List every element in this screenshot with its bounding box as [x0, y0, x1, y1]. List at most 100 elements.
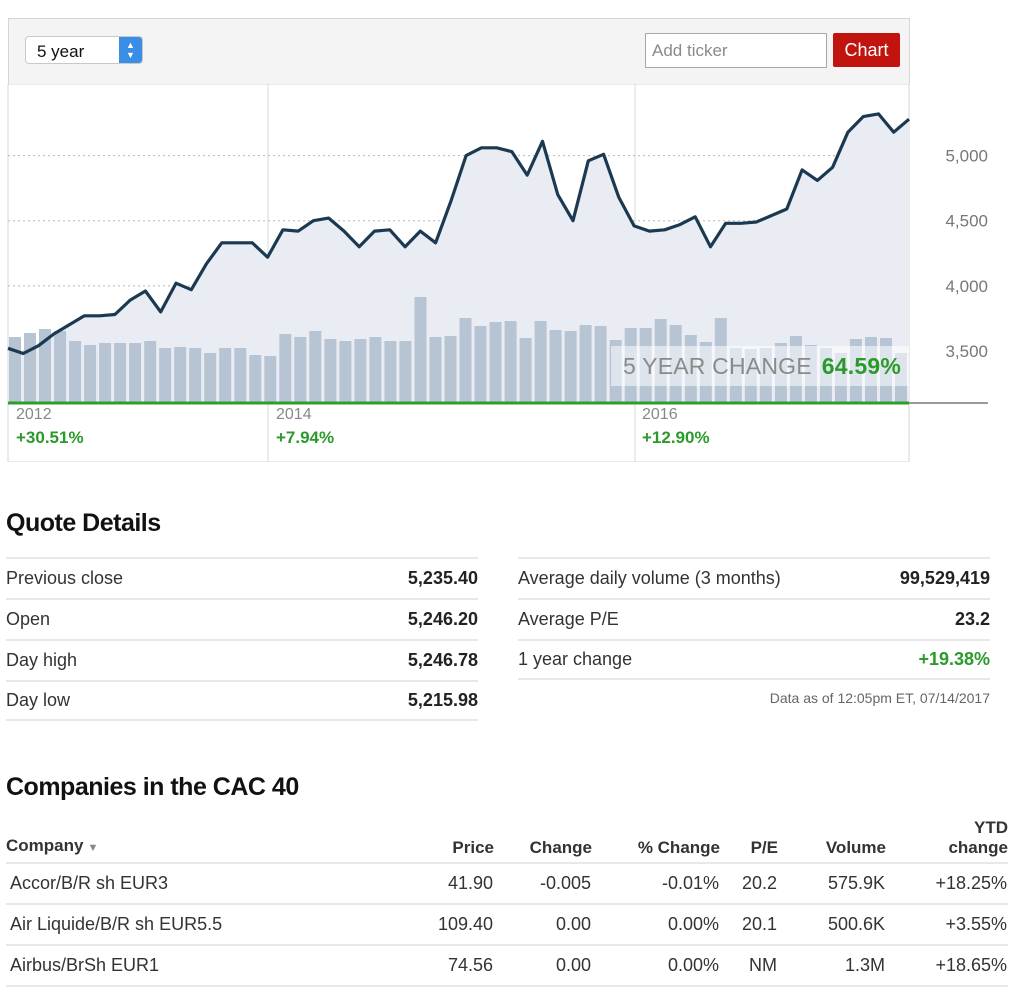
column-header-ytd-change[interactable]: YTD change	[886, 818, 1008, 864]
quote-value: 5,215.98	[407, 690, 478, 710]
column-header-pct-change[interactable]: % Change	[592, 818, 720, 864]
y-tick-label: 5,000	[945, 147, 988, 166]
quote-row-day-low: Day low 5,215.98	[6, 680, 478, 721]
period-2016: 2016 +12.90%	[642, 406, 710, 448]
companies-title: Companies in the CAC 40	[6, 773, 299, 801]
five-year-change-label: 5 YEAR CHANGE	[622, 353, 812, 379]
volume-bar	[129, 343, 142, 403]
quote-row-1yr-change: 1 year change +19.38%	[518, 639, 990, 680]
volume-cell: 1.3M	[778, 945, 886, 987]
quote-details-left: Previous close 5,235.40 Open 5,246.20 Day …	[6, 557, 478, 721]
volume-bar	[144, 341, 157, 403]
volume-bar	[99, 343, 112, 403]
y-tick-label: 4,000	[945, 277, 988, 296]
quote-row-previous-close: Previous close 5,235.40	[6, 557, 478, 598]
period-2014: 2014 +7.94%	[276, 406, 334, 448]
companies-table: Company ▼ Price Change % Change P/E Volum…	[6, 818, 1008, 987]
volume-bar	[594, 326, 607, 403]
quote-value: 5,246.20	[407, 609, 478, 629]
volume-bar	[459, 318, 472, 403]
volume-bar	[354, 339, 367, 403]
period-change-value: +7.94%	[276, 428, 335, 447]
volume-bar	[189, 348, 202, 403]
quote-row-open: Open 5,246.20	[6, 598, 478, 639]
column-header-volume[interactable]: Volume	[778, 818, 886, 864]
table-row[interactable]: Airbus/BrSh EUR1 74.56 0.00 0.00% NM 1.3…	[6, 945, 1008, 987]
volume-bar	[264, 356, 277, 403]
volume-bar	[369, 337, 382, 403]
volume-bar	[219, 348, 232, 403]
volume-bar	[234, 348, 247, 403]
quote-details-title: Quote Details	[6, 509, 161, 537]
price-area	[8, 113, 909, 404]
quote-label: Previous close	[6, 568, 124, 588]
volume-bar	[114, 343, 127, 403]
quote-value: 5,235.40	[407, 568, 478, 588]
period-change-value: +12.90%	[642, 428, 710, 447]
volume-bar	[534, 321, 547, 403]
period-year-label: 2012	[16, 406, 52, 423]
quote-value: 5,246.78	[407, 650, 478, 670]
change-cell: 0.00	[494, 904, 592, 946]
volume-bar	[324, 339, 337, 403]
volume-bar	[579, 325, 592, 403]
volume-bar	[24, 333, 36, 403]
price-cell: 74.56	[336, 945, 494, 987]
table-row[interactable]: Air Liquide/B/R sh EUR5.5 109.40 0.00 0.…	[6, 904, 1008, 946]
volume-bar	[564, 331, 577, 403]
volume-bar	[69, 341, 82, 403]
quote-value: 23.2	[954, 609, 990, 629]
chart-toolbar: 5 year ▲▼ Chart	[8, 18, 910, 84]
five-year-change-box: 5 YEAR CHANGE 64.59%	[611, 346, 909, 386]
pe-cell: 20.1	[720, 904, 778, 946]
pe-cell: NM	[720, 945, 778, 987]
chart-widget: 5 year ▲▼ Chart 5,000 4,500 4,000 3,500 5 Y…	[0, 0, 1024, 462]
period-change-value: +30.51%	[16, 428, 84, 447]
range-select[interactable]: 5 year ▲ ▼	[25, 36, 143, 64]
volume-bar	[39, 329, 51, 403]
data-as-of: Data as of 12:05pm ET, 07/14/2017	[769, 690, 990, 706]
company-name-link[interactable]: Air Liquide/B/R sh EUR5.5	[6, 904, 336, 946]
column-header-pe[interactable]: P/E	[720, 818, 778, 864]
company-name-link[interactable]: Airbus/BrSh EUR1	[6, 945, 336, 987]
table-row[interactable]: Accor/B/R sh EUR3 41.90 -0.005 -0.01% 20…	[6, 863, 1008, 905]
column-header-company[interactable]: Company ▼	[6, 818, 336, 864]
table-header-row: Company ▼ Price Change % Change P/E Volum…	[6, 818, 1008, 864]
period-year-label: 2014	[276, 406, 312, 423]
volume-bar	[519, 338, 532, 403]
price-cell: 41.90	[336, 863, 494, 905]
volume-bar	[249, 355, 262, 403]
company-name-link[interactable]: Accor/B/R sh EUR3	[6, 863, 336, 905]
ytd-change-cell: +18.25%	[886, 863, 1008, 905]
volume-bar	[384, 341, 397, 403]
quote-label: 1 year change	[518, 649, 633, 669]
volume-bar	[444, 336, 457, 403]
period-2012: 2012 +30.51%	[16, 406, 84, 448]
ytd-change-cell: +3.55%	[886, 904, 1008, 946]
volume-bar	[54, 331, 67, 403]
quote-label: Average daily volume (3 months)	[518, 568, 781, 588]
column-header-price[interactable]: Price	[336, 818, 494, 864]
volume-bar	[489, 322, 502, 403]
quote-label: Day low	[6, 690, 71, 710]
quote-label: Average P/E	[518, 609, 619, 629]
volume-bar	[474, 326, 487, 403]
pct-change-cell: 0.00%	[592, 904, 720, 946]
volume-bar	[309, 331, 322, 403]
price-chart[interactable]: 5,000 4,500 4,000 3,500	[0, 84, 1024, 462]
add-ticker-input[interactable]	[645, 33, 827, 68]
column-header-change[interactable]: Change	[494, 818, 592, 864]
volume-bar	[174, 347, 187, 403]
range-select-value: 5 year	[37, 42, 85, 61]
change-cell: -0.005	[494, 863, 592, 905]
quote-row-avg-pe: Average P/E 23.2	[518, 598, 990, 639]
volume-cell: 575.9K	[778, 863, 886, 905]
sort-down-icon[interactable]: ▼	[87, 842, 99, 854]
volume-bar	[159, 348, 172, 403]
quote-label: Open	[6, 609, 51, 629]
quote-row-avg-volume: Average daily volume (3 months) 99,529,41…	[518, 557, 990, 598]
volume-bar	[399, 341, 412, 403]
chart-button[interactable]: Chart	[833, 33, 900, 67]
quote-value: +19.38%	[918, 649, 990, 669]
y-tick-label: 4,500	[945, 212, 988, 231]
